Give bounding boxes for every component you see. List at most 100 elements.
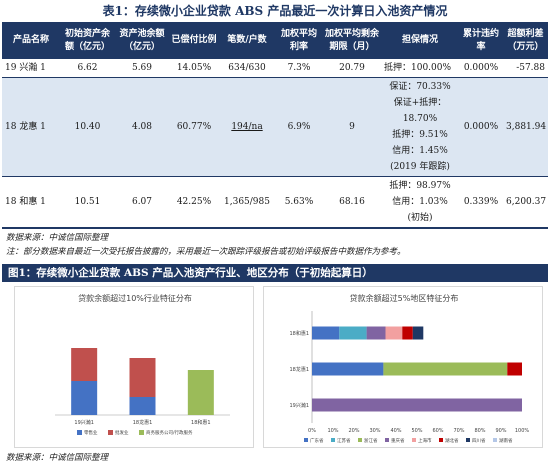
legend-label: 江苏省 <box>337 437 351 444</box>
bar-segment <box>129 397 156 415</box>
header-rate: 加权平均利率 <box>275 22 323 59</box>
legend-label: 批发业 <box>115 429 129 436</box>
header-guarantee: 担保情况 <box>381 22 459 59</box>
cell-term: 9 <box>323 77 381 177</box>
legend-swatch <box>331 438 335 442</box>
cell-rate: 6.9% <box>275 77 323 177</box>
x-tick-label: 18和惠1 <box>191 419 211 426</box>
y-tick-label: 18龙惠1 <box>289 366 309 373</box>
header-count: 笔数/户数 <box>219 22 275 59</box>
chart-title: 贷款余额超过10%行业特征分布 <box>78 293 192 303</box>
figure-title: 图1：存续微小企业贷款 ABS 产品入池资产行业、地区分布（于初始起算日） <box>2 264 548 282</box>
legend-swatch <box>108 430 113 435</box>
guarantee-line: 信用：1.45% <box>392 146 448 156</box>
guarantee-line: 抵押：98.97% <box>389 181 451 191</box>
bar-segment <box>312 362 384 376</box>
bar-segment <box>412 326 424 340</box>
cell-rate: 7.3% <box>275 59 323 78</box>
y-tick-label: 18和惠1 <box>289 330 309 337</box>
legend-swatch <box>304 438 308 442</box>
cell-guarantee: 抵押：100.00% <box>381 59 459 78</box>
x-tick-label: 0% <box>308 428 316 434</box>
cell-guarantee: 抵押：98.97% 信用：1.03% (初始) <box>381 176 459 229</box>
cell-initial: 6.62 <box>60 59 115 78</box>
legend-label: 广东省 <box>310 437 324 444</box>
header-term: 加权平均剩余期限（月） <box>323 22 381 59</box>
bar-segment <box>339 326 367 340</box>
cell-repaid: 14.05% <box>169 59 219 78</box>
bar-segment <box>402 326 413 340</box>
industry-chart-panel: 贷款余额超过10%行业特征分布 19兴瀚1 18龙惠1 18和惠1 零售业 批发业 商务服务… <box>14 286 254 448</box>
guarantee-line: 18.70% <box>402 114 438 124</box>
legend-label: 四川省 <box>472 437 486 444</box>
legend-label: 重庆省 <box>391 437 405 444</box>
x-tick-label: 60% <box>432 428 443 434</box>
bar-segment <box>366 326 386 340</box>
legend-swatch <box>77 430 82 435</box>
table-header-row: 产品名称 初始资产余额（亿元） 资产池余额（亿元） 已偿付比例 笔数/户数 加权… <box>2 22 548 59</box>
x-tick-label: 19兴瀚1 <box>74 419 94 426</box>
legend-swatch <box>412 438 416 442</box>
x-tick-label: 20% <box>348 428 359 434</box>
cell-default: 0.000% <box>459 59 503 78</box>
guarantee-line: 抵押：9.51% <box>392 130 448 140</box>
x-tick-label: 50% <box>411 428 422 434</box>
bar-segment <box>507 362 522 376</box>
legend-label: 湖南省 <box>499 437 513 444</box>
cell-pool: 6.07 <box>115 176 169 229</box>
cell-spread: -57.88 <box>503 59 548 78</box>
table-remark: 注：部分数据来自最近一次受托报告披露的，采用最近一次跟踪评级报告或初始评级报告中… <box>6 247 406 257</box>
data-source-note: 数据来源：中诚信国际整理 <box>6 233 109 243</box>
guarantee-line: (2019 年跟踪) <box>390 162 450 172</box>
cell-spread: 6,200.37 <box>503 176 548 229</box>
header-initial: 初始资产余额（亿元） <box>60 22 115 59</box>
legend-swatch <box>439 438 443 442</box>
table-row: 18 龙惠 1 10.40 4.08 60.77% 194/na 6.9% 9 … <box>2 77 548 177</box>
header-pool: 资产池余额（亿元） <box>115 22 169 59</box>
legend-label: 浙江省 <box>364 437 378 444</box>
legend-swatch <box>493 438 497 442</box>
x-tick-label: 90% <box>495 428 506 434</box>
x-tick-label: 18龙惠1 <box>133 419 153 426</box>
bar-segment <box>71 348 98 381</box>
guarantee-line: 保证：70.33% <box>389 82 451 92</box>
cell-count: 634/630 <box>219 59 275 78</box>
bar-segment <box>187 370 214 415</box>
legend-label: 零售业 <box>84 429 98 436</box>
legend-swatch <box>358 438 362 442</box>
cell-guarantee: 保证：70.33% 保证+抵押： 18.70% 抵押：9.51% 信用：1.45… <box>381 77 459 177</box>
guarantee-line: 信用：1.03% <box>392 197 448 207</box>
cell-spread: 3,881.94 <box>503 77 548 177</box>
x-tick-label: 80% <box>474 428 485 434</box>
guarantee-line: (初始) <box>407 213 433 223</box>
region-chart: 贷款余额超过5%地区特征分布 18和惠1 18龙惠1 19兴瀚1 0% 10% 20% 30%… <box>289 293 530 444</box>
header-spread: 超额利差（万元） <box>503 22 548 59</box>
header-name: 产品名称 <box>2 22 60 59</box>
cell-pool: 5.69 <box>115 59 169 78</box>
guarantee-line: 保证+抵押： <box>393 98 447 108</box>
bar-segment <box>312 398 522 412</box>
legend-label: 湖北省 <box>445 437 459 444</box>
cell-pool: 4.08 <box>115 77 169 177</box>
x-tick-label: 100% <box>515 428 530 434</box>
x-tick-label: 70% <box>453 428 464 434</box>
cell-count: 194/na <box>219 77 275 177</box>
header-repaid: 已偿付比例 <box>169 22 219 59</box>
guarantee-line: 抵押：100.00% <box>384 63 452 73</box>
cell-name: 19 兴瀚 1 <box>2 59 60 78</box>
industry-chart: 贷款余额超过10%行业特征分布 19兴瀚1 18龙惠1 18和惠1 零售业 批发业 商务服务… <box>55 293 230 436</box>
legend-label: 商务服务公司/行政服务 <box>146 429 193 436</box>
cell-initial: 10.51 <box>60 176 115 229</box>
legend-swatch <box>385 438 389 442</box>
table-row: 19 兴瀚 1 6.62 5.69 14.05% 634/630 7.3% 20… <box>2 59 548 78</box>
header-default: 累计违约率 <box>459 22 503 59</box>
table-title: 表1：存续微小企业贷款 ABS 产品最近一次计算日入池资产情况 <box>102 4 448 18</box>
data-source-note: 数据来源：中诚信国际整理 <box>6 453 109 463</box>
bar-segment <box>71 381 98 415</box>
abs-asset-table: 产品名称 初始资产余额（亿元） 资产池余额（亿元） 已偿付比例 笔数/户数 加权… <box>2 22 548 229</box>
cell-rate: 5.63% <box>275 176 323 229</box>
cell-repaid: 60.77% <box>169 77 219 177</box>
cell-default: 0.000% <box>459 77 503 177</box>
bar-segment <box>129 358 156 397</box>
cell-name: 18 龙惠 1 <box>2 77 60 177</box>
